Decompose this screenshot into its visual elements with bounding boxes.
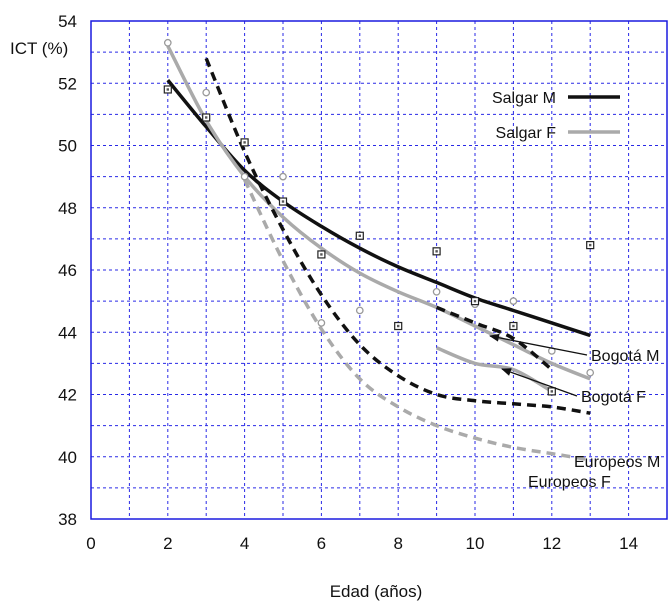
y-tick-label: 44 — [58, 323, 77, 342]
data-point-square-core — [589, 243, 592, 247]
legend-label-1: Salgar F — [496, 125, 557, 142]
series-lines — [166, 45, 591, 462]
data-point-circle — [279, 172, 287, 181]
data-point-square-core — [320, 253, 323, 256]
series-annotations: Bogotá M Bogotá F Europeos M Europeos F — [489, 333, 660, 491]
data-point-square-core — [205, 116, 208, 119]
data-point-square-core — [166, 88, 169, 91]
x-tick-label: 14 — [619, 534, 638, 553]
x-axis-label: Edad (años) — [330, 582, 423, 601]
y-tick-label: 40 — [58, 448, 77, 467]
data-point-circle — [163, 38, 172, 47]
data-point-square-core — [550, 390, 553, 393]
series-line-1 — [166, 45, 591, 381]
x-tick-label: 2 — [163, 534, 172, 553]
data-point-circle — [586, 368, 595, 377]
data-point-square-core — [435, 250, 438, 253]
data-point-circle — [432, 287, 441, 296]
x-tick-label: 6 — [317, 534, 326, 553]
data-point-square-core — [473, 299, 477, 303]
data-point-square-core — [358, 234, 361, 237]
annotation-arrow-0 — [489, 333, 588, 356]
annotation-label-2: Europeos M — [574, 454, 660, 471]
data-point-square-core — [281, 200, 285, 203]
data-markers — [163, 38, 595, 396]
x-tick-label: 0 — [86, 534, 95, 553]
annotation-label-1: Bogotá F — [581, 389, 646, 406]
data-point-square-core — [397, 324, 400, 328]
y-tick-label: 38 — [58, 510, 77, 529]
x-tick-label: 8 — [393, 534, 402, 553]
data-point-square-core — [512, 324, 515, 328]
plot-frame — [90, 20, 668, 520]
series-line-0 — [166, 78, 591, 338]
data-point-circle — [355, 306, 364, 315]
y-tick-label: 46 — [58, 261, 77, 280]
y-tick-label: 42 — [58, 386, 77, 405]
x-tick-label: 12 — [542, 534, 561, 553]
y-tick-label: 54 — [58, 12, 77, 31]
x-tick-label: 10 — [466, 534, 485, 553]
series-line-2 — [435, 305, 553, 371]
x-tick-label: 4 — [240, 534, 249, 553]
annotation-label-0: Bogotá M — [591, 348, 659, 365]
data-point-circle — [317, 319, 326, 327]
y-axis-label: ICT (%) — [10, 39, 68, 58]
y-tick-label: 52 — [58, 74, 77, 93]
data-point-circle — [202, 88, 211, 97]
y-tick-label: 48 — [58, 199, 77, 218]
annotation-arrow-1 — [501, 368, 578, 397]
y-tick-label: 50 — [58, 137, 77, 156]
legend-label-0: Salgar M — [492, 90, 556, 107]
series-line-4 — [204, 57, 591, 415]
series-line-5 — [243, 178, 591, 462]
annotation-label-3: Europeos F — [528, 474, 611, 491]
data-point-circle — [509, 297, 518, 305]
data-point-square-core — [243, 141, 246, 144]
legend: Salgar M Salgar F — [492, 90, 620, 142]
data-point-circle — [240, 172, 249, 181]
